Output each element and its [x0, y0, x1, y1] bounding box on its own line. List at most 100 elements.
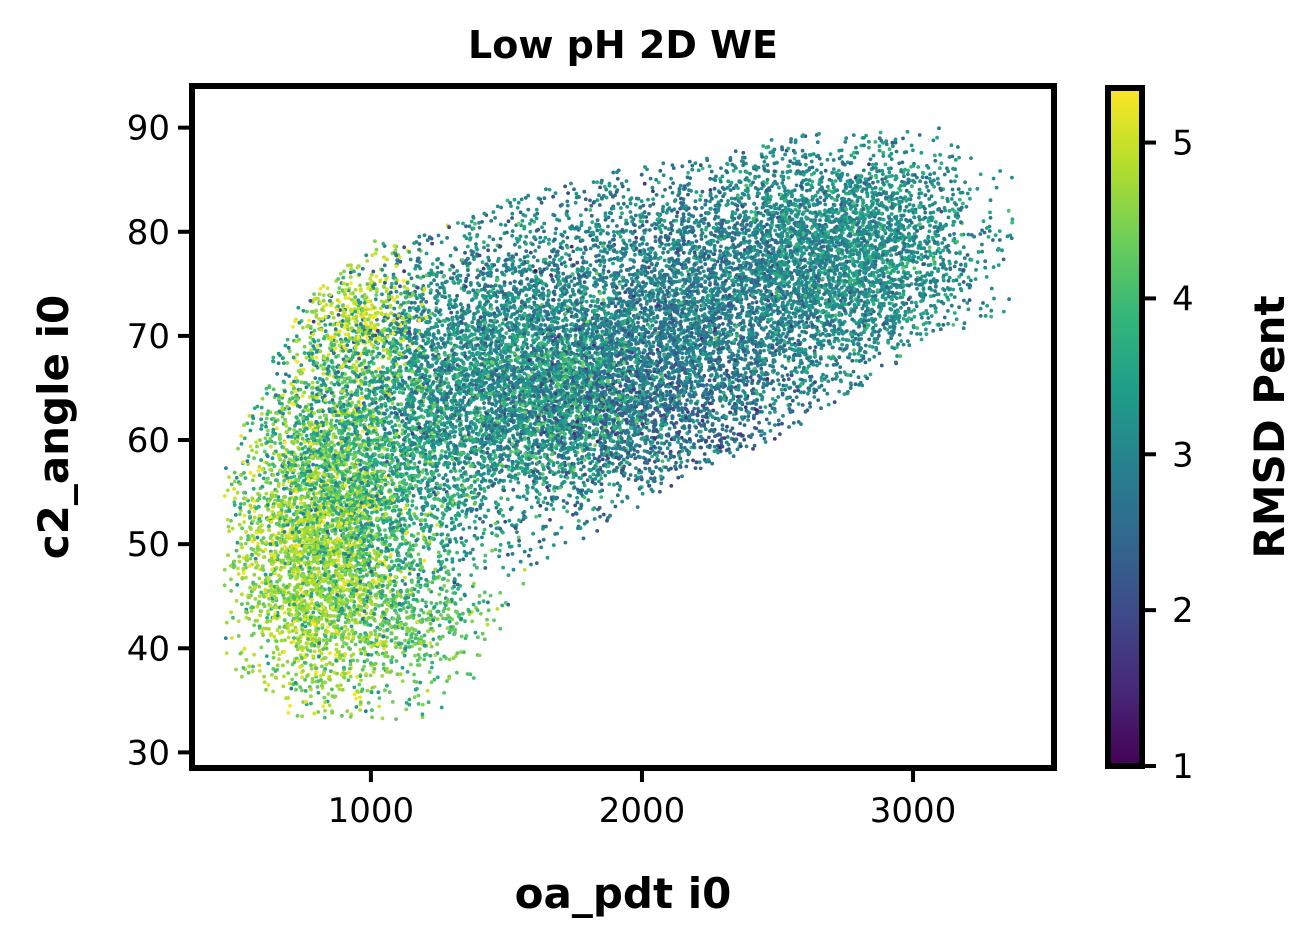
scatter-point: [768, 429, 773, 433]
scatter-point: [700, 189, 705, 194]
scatter-point: [422, 308, 426, 313]
scatter-point: [792, 156, 797, 161]
scatter-point: [975, 186, 980, 191]
scatter-point: [569, 244, 574, 249]
scatter-point: [318, 415, 322, 420]
scatter-point: [316, 710, 321, 714]
scatter-point: [796, 402, 801, 406]
scatter-point: [385, 366, 390, 371]
scatter-point: [719, 244, 723, 249]
scatter-point: [651, 469, 656, 474]
scatter-point: [416, 552, 421, 557]
scatter-point: [988, 198, 993, 203]
scatter-point: [752, 443, 757, 448]
scatter-point: [275, 663, 280, 668]
scatter-point: [362, 582, 366, 587]
scatter-point: [660, 459, 665, 464]
scatter-point: [468, 456, 473, 461]
scatter-point: [966, 275, 971, 280]
scatter-point: [711, 408, 715, 413]
scatter-point: [393, 583, 397, 588]
scatter-point: [244, 575, 248, 580]
scatter-point: [287, 411, 292, 415]
scatter-point: [471, 226, 476, 231]
scatter-point: [569, 310, 574, 315]
scatter-point: [418, 557, 423, 562]
scatter-point: [996, 263, 1001, 267]
scatter-point: [271, 387, 276, 392]
scatter-point: [969, 156, 973, 161]
scatter-point: [471, 490, 476, 495]
scatter-points: [222, 126, 1015, 721]
scatter-point: [722, 377, 727, 382]
scatter-point: [844, 136, 849, 141]
scatter-point: [259, 442, 264, 447]
scatter-point: [703, 262, 708, 266]
scatter-point: [736, 349, 741, 354]
scatter-point: [705, 383, 709, 387]
scatter-point: [341, 275, 346, 280]
scatter-point: [489, 523, 493, 528]
scatter-point: [959, 205, 964, 210]
scatter-point: [926, 188, 931, 193]
scatter-point: [601, 512, 606, 517]
scatter-point: [311, 368, 315, 373]
scatter-point: [762, 436, 767, 441]
scatter-point: [711, 226, 716, 230]
scatter-point: [915, 250, 920, 255]
scatter-point: [565, 509, 570, 514]
scatter-point: [266, 609, 270, 614]
scatter-point: [264, 424, 268, 429]
scatter-point: [289, 549, 293, 553]
scatter-point: [359, 387, 364, 391]
scatter-point: [650, 185, 655, 190]
scatter-point: [321, 638, 326, 643]
scatter-point: [486, 248, 490, 253]
scatter-point: [623, 290, 628, 295]
scatter-point: [374, 293, 379, 297]
scatter-point: [385, 370, 390, 375]
scatter-point: [873, 238, 878, 243]
scatter-point: [317, 576, 322, 581]
scatter-point: [903, 313, 907, 317]
scatter-point: [761, 253, 765, 257]
scatter-point: [370, 708, 374, 712]
scatter-point: [325, 625, 330, 629]
scatter-point: [439, 613, 443, 617]
scatter-point: [667, 285, 672, 290]
scatter-point: [640, 491, 645, 496]
scatter-point: [823, 202, 828, 207]
scatter-point: [328, 651, 332, 655]
scatter-point: [347, 632, 351, 637]
scatter-point: [935, 176, 940, 181]
scatter-point: [524, 293, 529, 298]
scatter-point: [980, 242, 984, 247]
scatter-point: [246, 670, 251, 675]
scatter-point: [444, 524, 449, 529]
scatter-point: [527, 553, 531, 558]
scatter-point: [308, 341, 313, 346]
scatter-point: [302, 560, 307, 565]
scatter-point: [295, 360, 300, 364]
scatter-point: [270, 673, 274, 677]
scatter-point: [674, 214, 679, 219]
scatter-point: [989, 314, 994, 319]
scatter-point: [598, 203, 602, 207]
scatter-point: [693, 234, 697, 238]
scatter-point: [710, 423, 715, 427]
scatter-point: [358, 647, 363, 652]
scatter-point: [459, 536, 464, 540]
scatter-point: [538, 267, 542, 271]
scatter-point: [534, 274, 538, 279]
scatter-point: [808, 378, 813, 383]
scatter-point: [713, 248, 717, 253]
scatter-point: [494, 299, 499, 304]
scatter-point: [322, 695, 327, 700]
scatter-point: [505, 230, 509, 235]
scatter-point: [543, 496, 548, 500]
scatter-point: [685, 398, 690, 402]
scatter-point: [665, 446, 670, 451]
scatter-point: [1010, 217, 1015, 222]
scatter-point: [738, 169, 743, 174]
scatter-point: [401, 391, 405, 395]
